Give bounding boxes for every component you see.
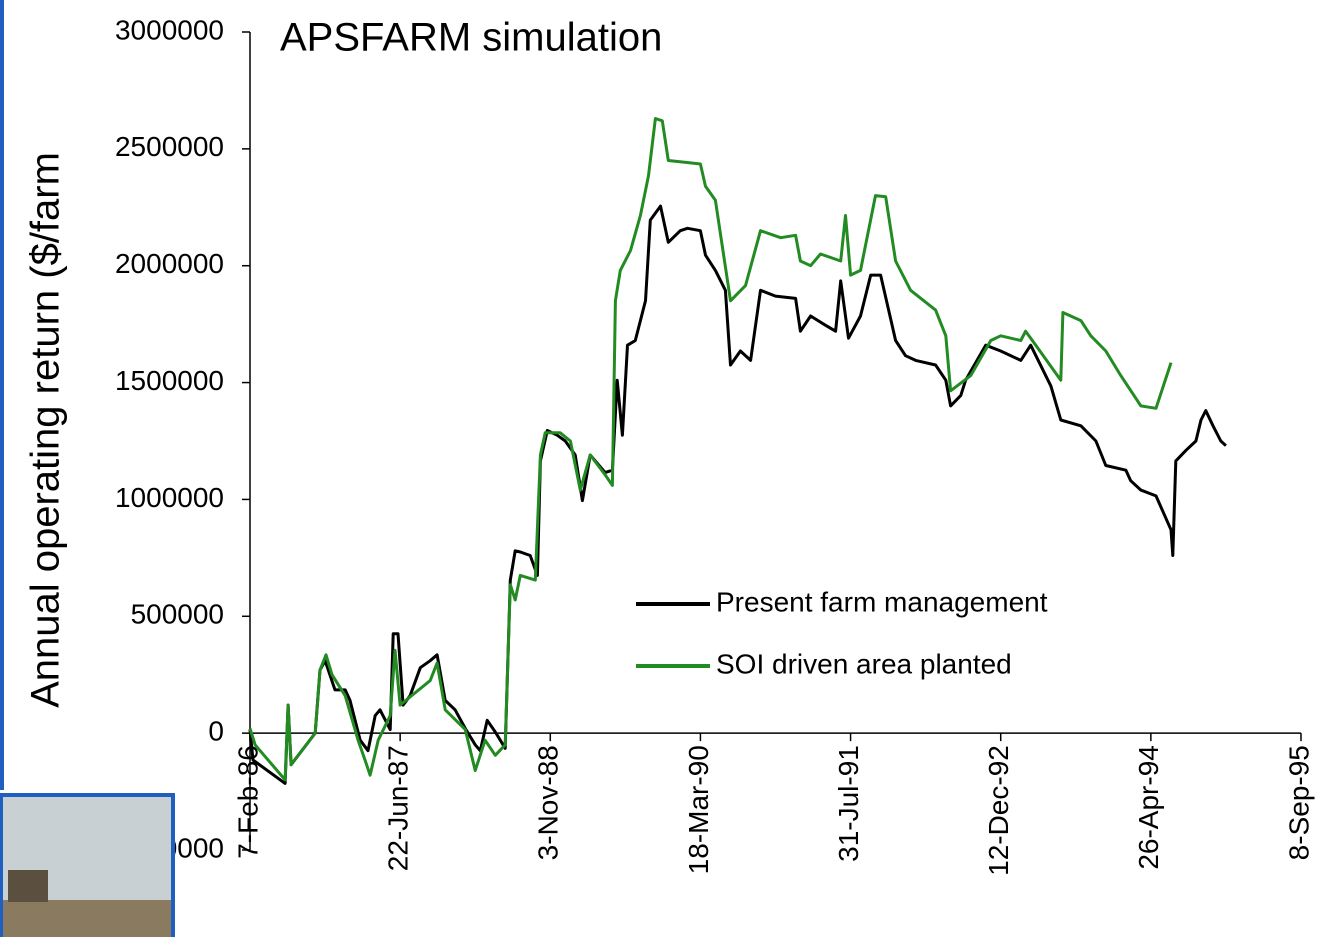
x-tick-label: 12-Dec-92 xyxy=(983,745,1014,876)
y-tick-label: 1500000 xyxy=(115,365,224,396)
y-tick-label: 3000000 xyxy=(115,14,224,45)
y-tick-label: 1000000 xyxy=(115,482,224,513)
chart-title: APSFARM simulation xyxy=(280,16,662,60)
x-tick-label: 26-Apr-94 xyxy=(1133,745,1164,870)
y-tick-label: 500000 xyxy=(131,599,224,630)
left-edge-bar xyxy=(0,0,4,790)
axes: -500000050000010000001500000200000025000… xyxy=(115,14,1314,875)
series-line xyxy=(248,204,1227,785)
x-tick-label: 18-Mar-90 xyxy=(683,745,714,874)
y-tick-label: 0 xyxy=(208,716,224,747)
legend-label: Present farm management xyxy=(716,586,1048,617)
x-tick-label: 7-Feb-86 xyxy=(232,745,263,859)
legend: Present farm management SOI driven area p… xyxy=(636,586,1048,679)
legend-label: SOI driven area planted xyxy=(716,648,1012,679)
series-line xyxy=(248,117,1173,782)
y-axis-label: Annual operating return ($/farm xyxy=(24,152,68,708)
x-tick-label: 22-Jun-87 xyxy=(383,745,414,871)
x-tick-label: 8-Sep-95 xyxy=(1283,745,1314,860)
plot-lines xyxy=(248,117,1227,785)
photo-ground xyxy=(3,900,171,937)
y-tick-label: 2500000 xyxy=(115,131,224,162)
x-tick-label: 31-Jul-91 xyxy=(833,745,864,862)
photo-inset xyxy=(0,793,175,937)
x-tick-label: 3-Nov-88 xyxy=(533,745,564,860)
photo-building xyxy=(8,870,48,902)
y-tick-label: 2000000 xyxy=(115,248,224,279)
